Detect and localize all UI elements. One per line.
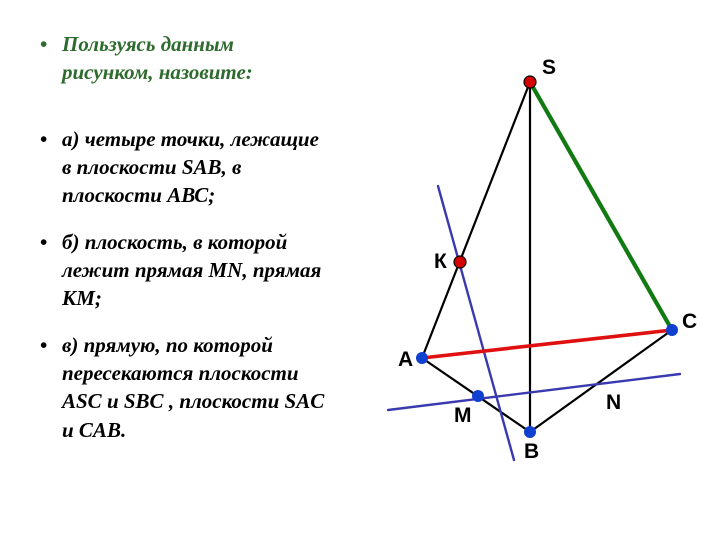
- svg-text:К: К: [434, 250, 447, 273]
- svg-text:C: C: [682, 310, 697, 333]
- intro-line: Пользуясь данным рисунком, назовите:: [40, 30, 330, 87]
- diagram-area: S A B C К M N: [330, 0, 720, 540]
- geometry-diagram: S A B C К M N: [330, 0, 720, 540]
- item-c: в) прямую, по которой пересекаются плоск…: [40, 331, 330, 444]
- svg-text:N: N: [606, 391, 621, 414]
- svg-text:M: M: [454, 404, 472, 427]
- item-a: а) четыре точки, лежащие в плоскости SAB…: [40, 125, 330, 210]
- item-b: б) плоскость, в которой лежит прямая MN,…: [40, 228, 330, 313]
- svg-text:A: A: [398, 348, 413, 371]
- question-text: Пользуясь данным рисунком, назовите: а) …: [0, 0, 330, 540]
- svg-text:B: B: [524, 440, 539, 463]
- svg-text:S: S: [542, 56, 556, 79]
